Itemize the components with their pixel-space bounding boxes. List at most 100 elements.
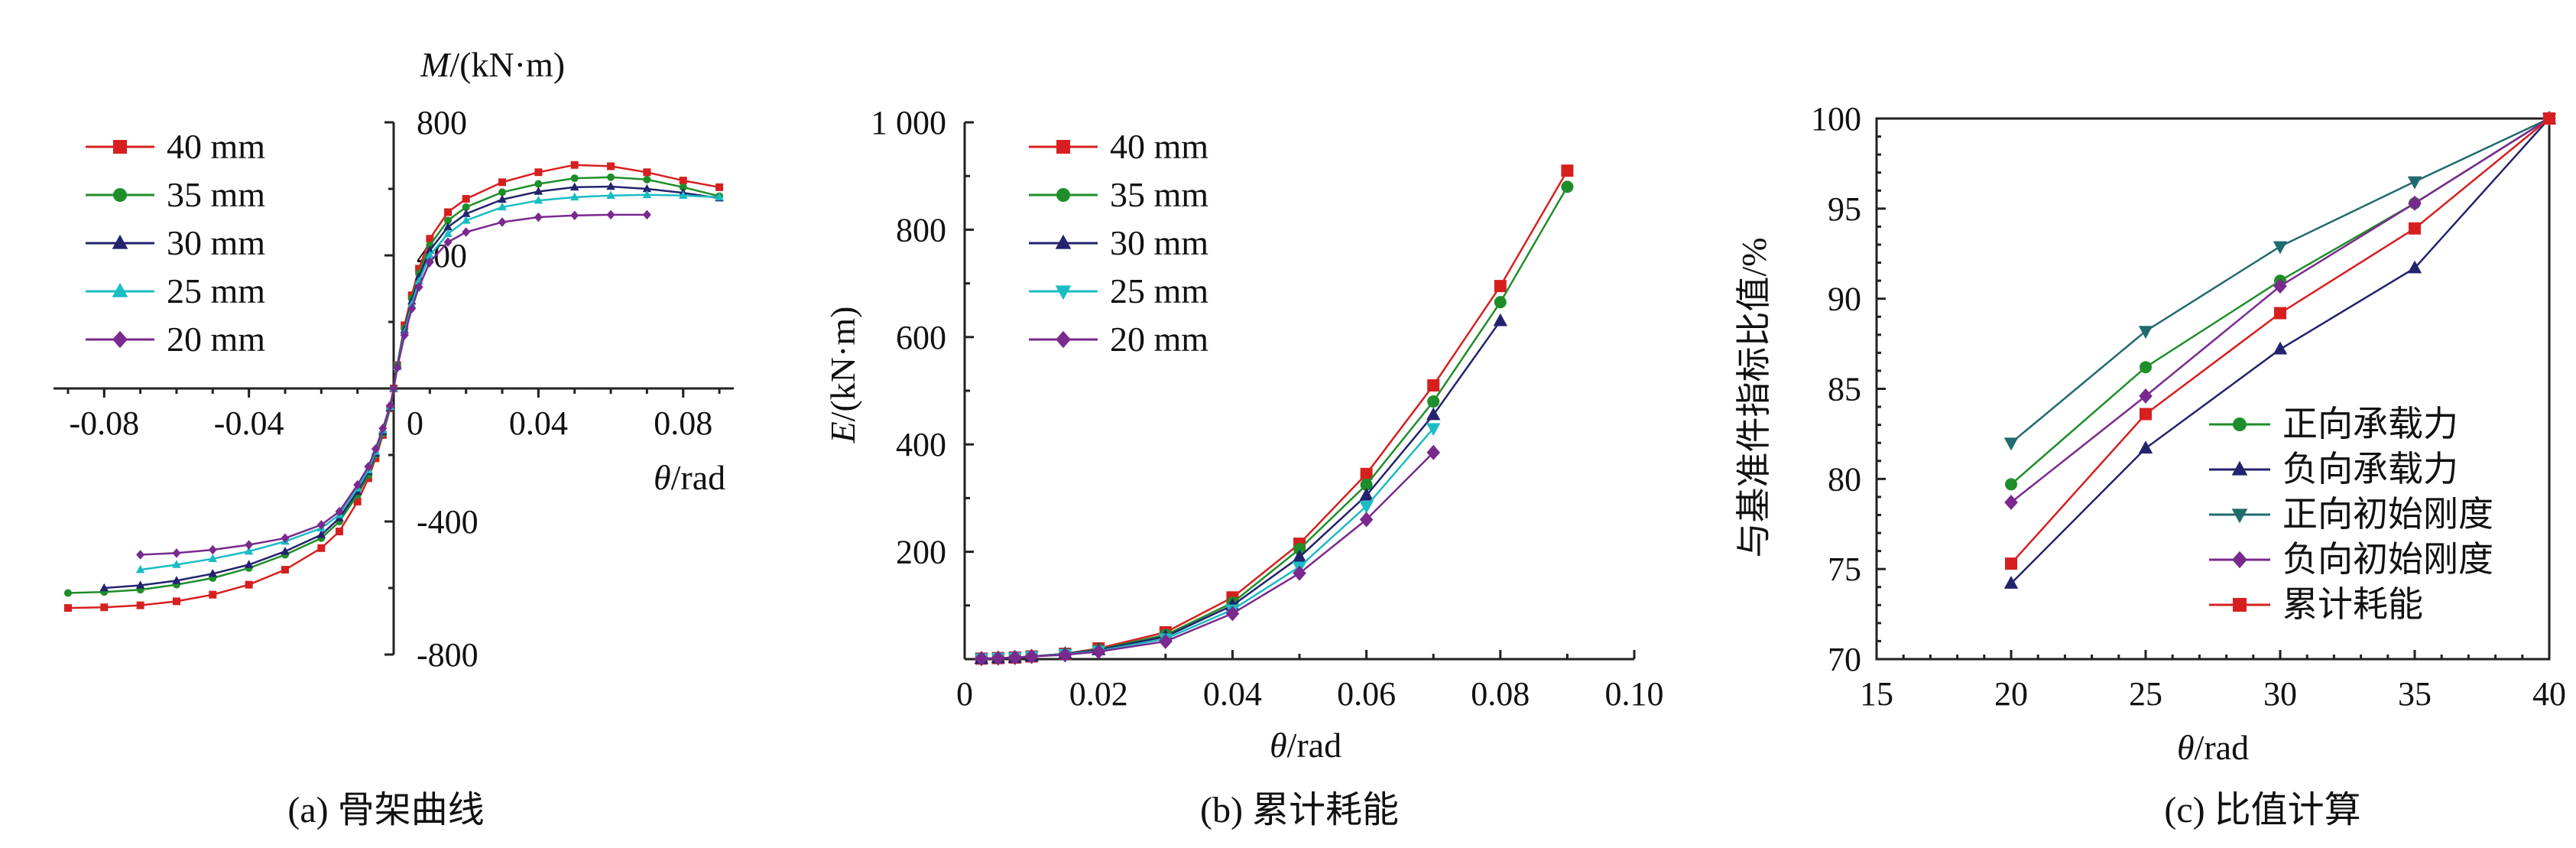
panel-a-series-4-point xyxy=(378,423,388,434)
panel-a-series-4-point xyxy=(407,304,417,314)
panel-c-series xyxy=(2005,112,2555,570)
panel-c-y-tick-label: 90 xyxy=(1828,281,1861,318)
panel-a-series-4-point xyxy=(443,237,453,247)
panel-c-legend-label: 负向承载力 xyxy=(2282,450,2458,489)
panel-a-x-tick-label: 0 xyxy=(407,405,423,442)
panel-a-series-1-point xyxy=(63,589,72,597)
panel-a-series-2-point xyxy=(316,530,326,538)
panel-a-series-2-point xyxy=(534,187,543,195)
panel-c-legend-label: 累计耗能 xyxy=(2282,585,2423,624)
panel-b-series-2-point xyxy=(1426,407,1441,421)
panel-c-series-1-point xyxy=(2003,576,2019,589)
panel-c-y-tick-label: 85 xyxy=(1828,371,1861,408)
panel-c-x-tick-label: 25 xyxy=(2129,675,2162,713)
panel-b-x-tick-label: 0.08 xyxy=(1471,675,1530,713)
panel-a-series-0-point xyxy=(715,183,724,191)
panel-b-ylabel: E/(kN·m) xyxy=(823,307,862,444)
panel-b-series-4-point xyxy=(1359,512,1374,528)
panel-b-series-2-point xyxy=(1292,549,1307,563)
panel-a-series-4-point xyxy=(534,212,543,223)
panel-b-series-1-point xyxy=(1494,296,1507,309)
panel-b-series-2-point xyxy=(1359,487,1374,501)
panel-a-x-tick-label: -0.04 xyxy=(214,405,284,442)
panel-a-series-4-point xyxy=(208,544,217,555)
panel-c-caption: (c) 比值计算 xyxy=(2164,790,2360,830)
panel-a-series-0-point xyxy=(498,178,507,187)
panel-a-series-3-point xyxy=(569,192,579,201)
panel-b-y-tick-label: 800 xyxy=(896,211,946,249)
panel-c-series-4-point xyxy=(2543,112,2555,125)
panel-a-series-3-point xyxy=(606,190,615,199)
panel-b-legend-label: 25 mm xyxy=(1110,271,1209,310)
panel-b-series-4-point xyxy=(1159,633,1173,649)
panel-a-series-0-point xyxy=(415,265,423,273)
panel-b-series-3-point xyxy=(1359,501,1374,514)
panel-b-x-tick-label: 0.10 xyxy=(1605,675,1664,713)
panel-a-series-3-point xyxy=(498,202,507,211)
panel-c-x-tick-label: 15 xyxy=(1860,675,1893,713)
panel-c-legend-marker xyxy=(2231,508,2248,524)
panel-c-y-tick-label: 80 xyxy=(1828,460,1861,498)
panel-c-y-tick-label: 70 xyxy=(1828,641,1861,678)
panel-c-legend-marker xyxy=(2232,551,2247,569)
panel-b-series-1-point xyxy=(1427,395,1440,408)
panel-a-series-2-point xyxy=(443,222,453,231)
panel-a-series-3-point xyxy=(425,250,435,259)
panel-c-y-tick-label: 95 xyxy=(1828,190,1861,228)
panel-b-series-2-point xyxy=(1493,313,1507,327)
panel-b-series-1-point xyxy=(1360,478,1373,491)
panel-a-x-tick-label: 0.04 xyxy=(509,405,568,442)
panel-c-series xyxy=(2005,112,2555,491)
panel-b-xlabel: θ/rad xyxy=(1270,726,1342,765)
panel-a-series xyxy=(136,210,651,560)
panel-a-series-4-point xyxy=(642,210,651,220)
panel-a-legend-marker xyxy=(113,188,127,202)
panel-b-series xyxy=(974,423,1441,667)
panel-b-series-1-point xyxy=(1561,180,1574,193)
panel-a-series-0-point xyxy=(679,177,687,185)
panel-a-y-tick-label: -800 xyxy=(417,636,479,674)
panel-c-legend-label: 正向承载力 xyxy=(2282,405,2458,443)
panel-b-series xyxy=(975,444,1440,667)
panel-a-series-4-point xyxy=(570,210,579,221)
panel-a-series-1-point xyxy=(462,203,470,211)
panel-a-series-4-point xyxy=(353,479,362,490)
panel-b-series-4-point xyxy=(1007,649,1022,665)
panel-a-series-4-point xyxy=(136,550,145,560)
panel-b-x-tick-label: 0.02 xyxy=(1069,675,1128,713)
panel-b: E/(kN·m) θ/rad (b) 累计耗能 xyxy=(823,307,1399,830)
panel-a-series-4-point xyxy=(245,540,254,550)
panel-b-caption: (b) 累计耗能 xyxy=(1200,790,1399,830)
panel-b-series-4-point xyxy=(1024,648,1039,664)
panel-c-series-3-point xyxy=(2408,195,2422,211)
panel-c-series-2-point xyxy=(2407,176,2422,190)
panel-c-series-2-point xyxy=(2003,437,2019,451)
panel-a-legend-label: 30 mm xyxy=(167,223,265,262)
panel-c-series-0-point xyxy=(2140,361,2152,374)
panel-a-series-4-point xyxy=(389,383,398,394)
panel-b-y-tick-label: 600 xyxy=(896,319,946,356)
panel-a-series-0-point xyxy=(607,162,615,171)
panel-b-legend-marker xyxy=(1056,140,1070,154)
panel-a-series-0-point xyxy=(209,590,217,599)
panel-b-series-0-point xyxy=(1494,280,1507,293)
panel-b-x-tick-label: 0 xyxy=(956,675,973,713)
panel-a-series-1-point xyxy=(643,175,651,184)
panel-b-y-tick-label: 200 xyxy=(896,534,946,571)
panel-a-series-3-point xyxy=(244,546,254,555)
panel-a-series-1-point xyxy=(679,183,687,191)
panel-b-y-tick-label: 1 000 xyxy=(871,104,946,141)
panel-a-series-2-point xyxy=(172,576,181,584)
panel-a-series-0-point xyxy=(136,601,144,609)
panel-a-series-4-point xyxy=(316,520,326,530)
panel-b-series-4-point xyxy=(1092,644,1105,660)
panel-a-series-3-point xyxy=(534,195,543,204)
panel-c-series-2-point xyxy=(2138,326,2153,340)
panel-a-series-1-point xyxy=(570,174,579,183)
panel-a-x-tick-label: 0.08 xyxy=(654,405,712,442)
panel-c-series-3-point xyxy=(2273,278,2287,294)
panel-a-series-4-point xyxy=(414,282,423,292)
panel-a-series-4-point xyxy=(371,443,380,454)
panel-c-ylabel: 与基准件指标比值/% xyxy=(1734,237,1773,557)
